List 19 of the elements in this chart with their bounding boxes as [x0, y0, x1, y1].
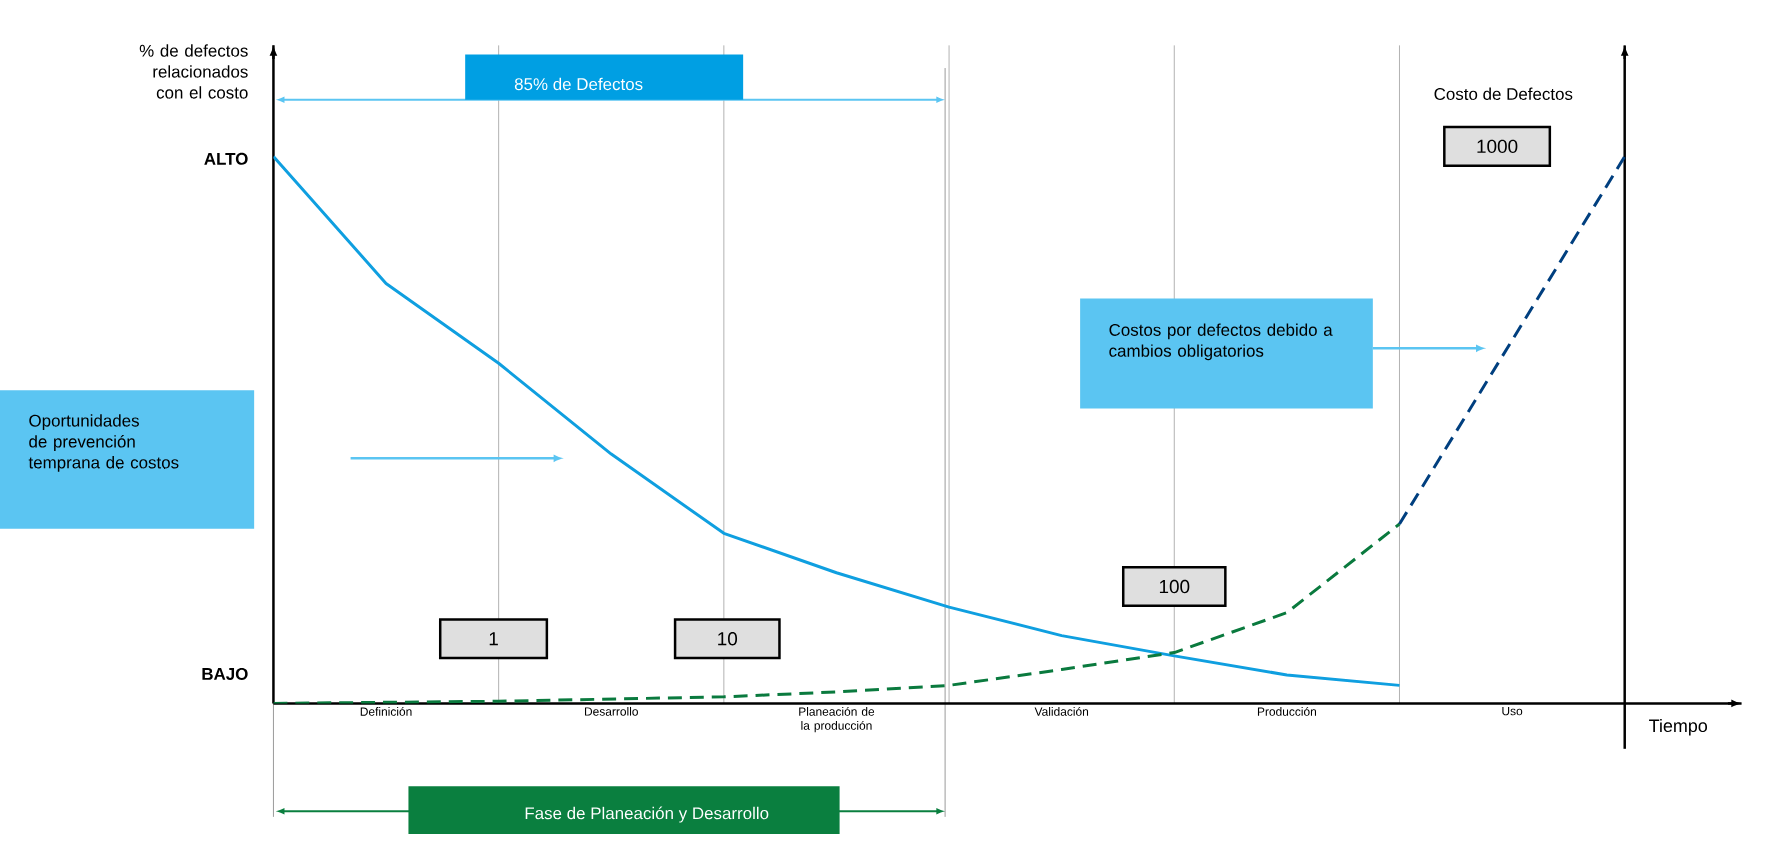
x-axis-title: Tiempo	[1649, 718, 1708, 736]
y2-axis-title: Costo de Defectos	[1434, 87, 1573, 100]
x-tick-label: Definición	[360, 706, 412, 716]
y-axis-title: % de defectos relacionados con el costo	[139, 44, 248, 99]
x-tick-label: Validación	[1034, 706, 1089, 716]
text: Fase de Planeación y Desarrollo	[525, 806, 769, 823]
text: ALTO	[204, 152, 248, 165]
annotation: 1	[489, 632, 498, 646]
x-tick-label: Uso	[1502, 706, 1523, 716]
x-tick-label: Desarrollo	[585, 706, 638, 716]
text: 1000	[1477, 139, 1518, 153]
annotation: Costos por defectos debido a cambios obligatorios	[1109, 323, 1333, 360]
annotation: 10	[718, 631, 738, 646]
annotation: 100	[1159, 579, 1190, 594]
text: 85% de Defectos	[514, 77, 643, 90]
text: Oportunidades de prevención temprana de costos	[28, 414, 179, 472]
x-tick-label: Producción	[1257, 706, 1316, 716]
x-tick-label: Planeación de la producción	[799, 706, 875, 732]
text: BAJO	[202, 667, 248, 680]
